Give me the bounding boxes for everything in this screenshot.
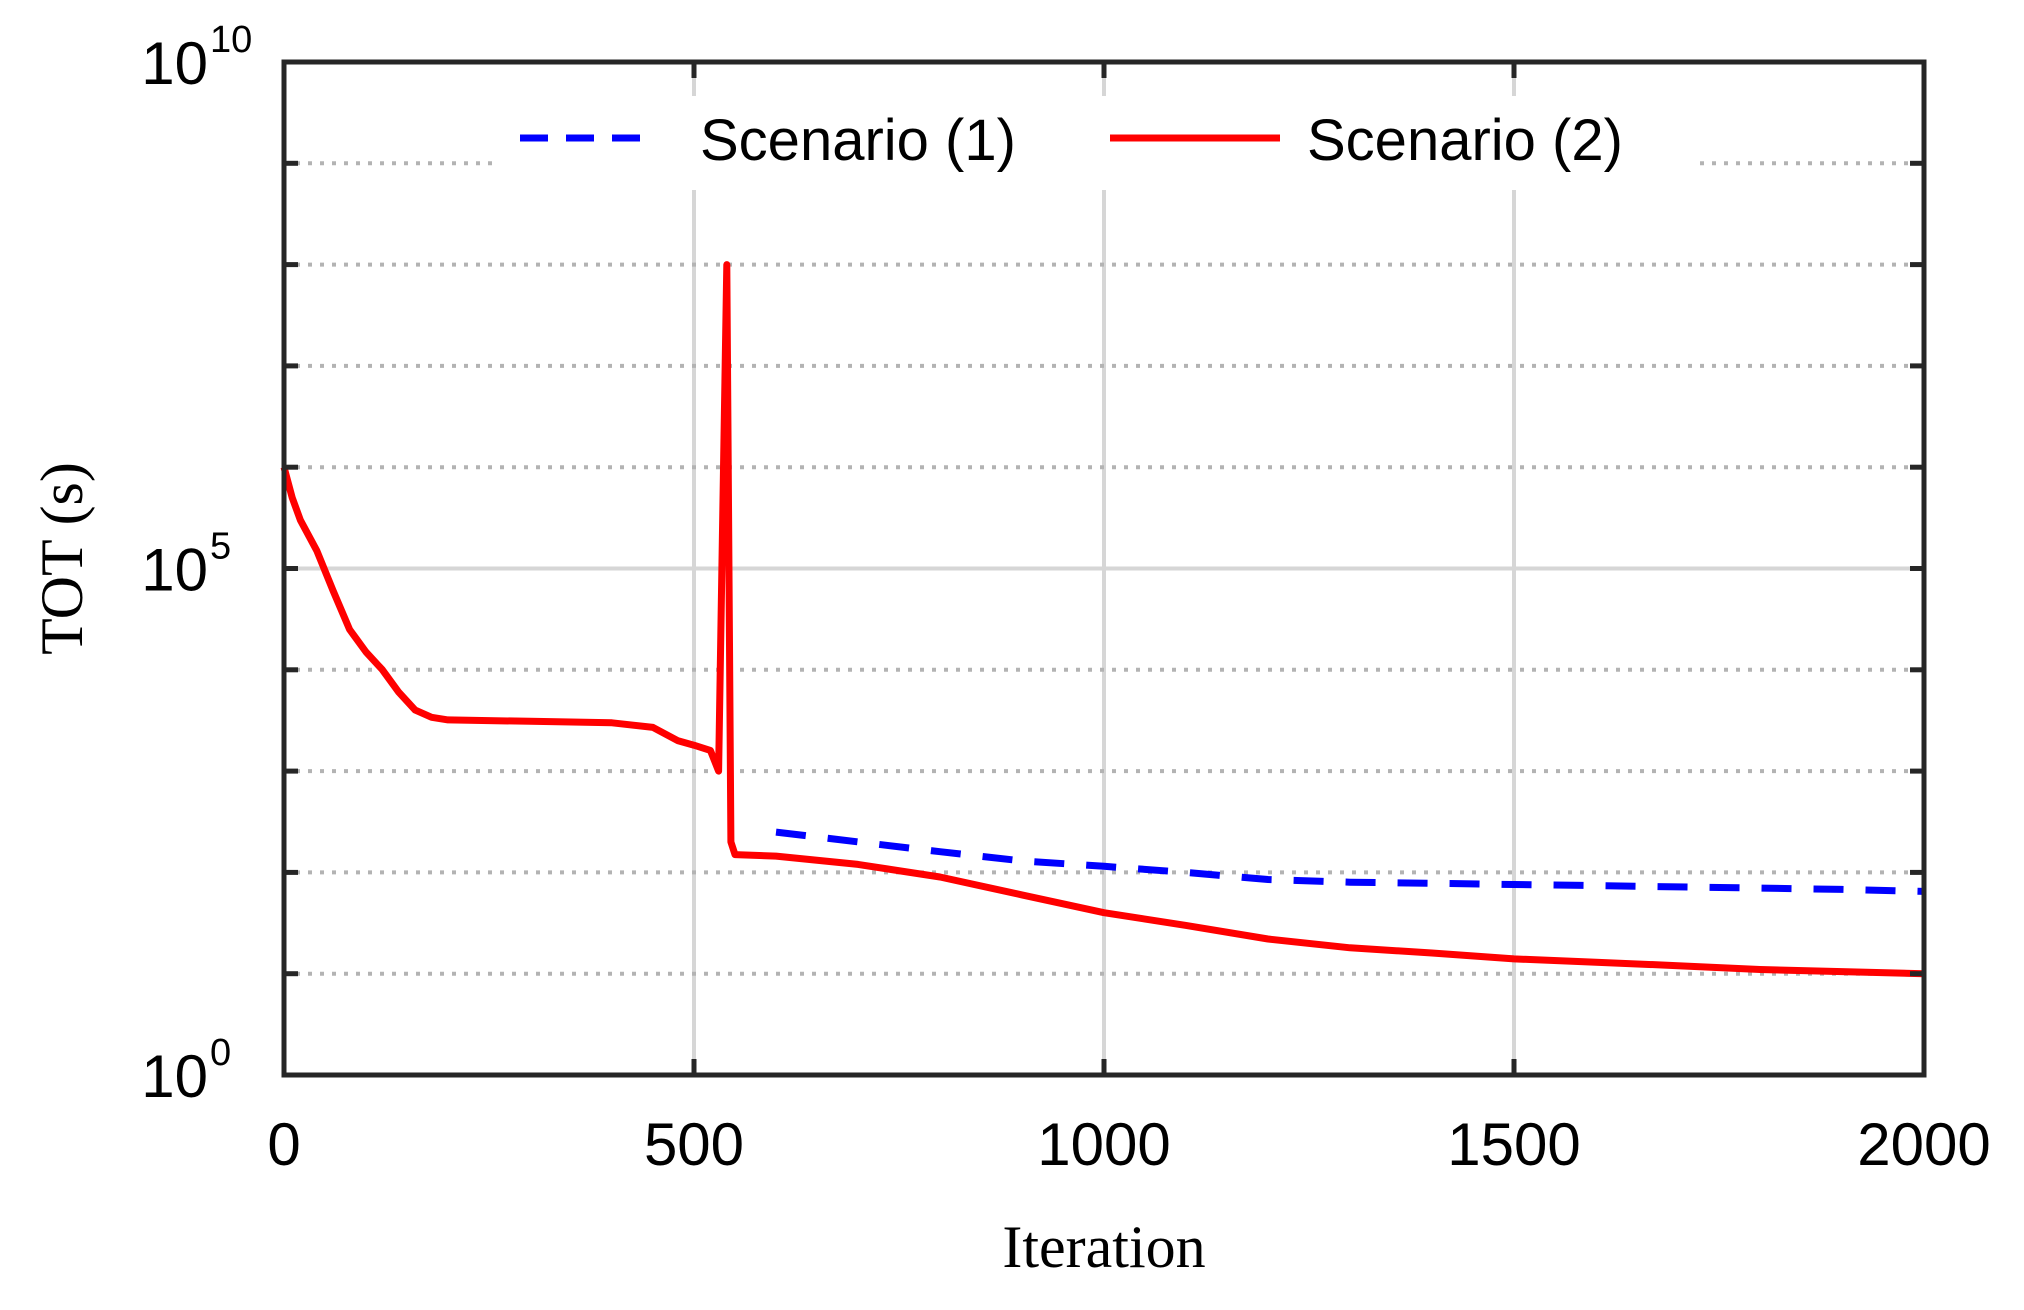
y-tick-exponent: 0 — [210, 1032, 231, 1074]
series-line-scenario-2 — [280, 261, 1925, 978]
x-tick-label-500: 500 — [644, 1111, 744, 1178]
x-axis-tick-labels: 0 500 1000 1500 2000 — [267, 1111, 1990, 1178]
x-tick-label-2000: 2000 — [1857, 1111, 1990, 1178]
legend-label-scenario-1: Scenario (1) — [700, 108, 1016, 173]
y-tick-label-1e0: 10 0 — [141, 1032, 231, 1110]
x-tick-label-0: 0 — [267, 1111, 300, 1178]
x-tick-label-1500: 1500 — [1447, 1111, 1580, 1178]
x-tick-label-1000: 1000 — [1037, 1111, 1170, 1178]
y-axis-title: TOT (s) — [29, 462, 95, 655]
y-tick-base: 10 — [141, 30, 208, 97]
tick-marks — [281, 62, 1927, 1075]
legend: Scenario (1) Scenario (2) — [500, 96, 1700, 190]
y-tick-label-1e10: 10 10 — [141, 19, 252, 97]
y-tick-label-1e5: 10 5 — [141, 526, 231, 604]
y-tick-base: 10 — [141, 1043, 208, 1110]
y-tick-exponent: 10 — [210, 19, 252, 61]
x-axis-title: Iteration — [1002, 1214, 1205, 1280]
series-line-scenario-1 — [775, 828, 1925, 895]
legend-label-scenario-2: Scenario (2) — [1307, 108, 1623, 173]
y-tick-base: 10 — [141, 537, 208, 604]
series-lines — [280, 261, 1925, 978]
y-tick-exponent: 5 — [210, 526, 231, 568]
legend-background — [500, 96, 1700, 190]
